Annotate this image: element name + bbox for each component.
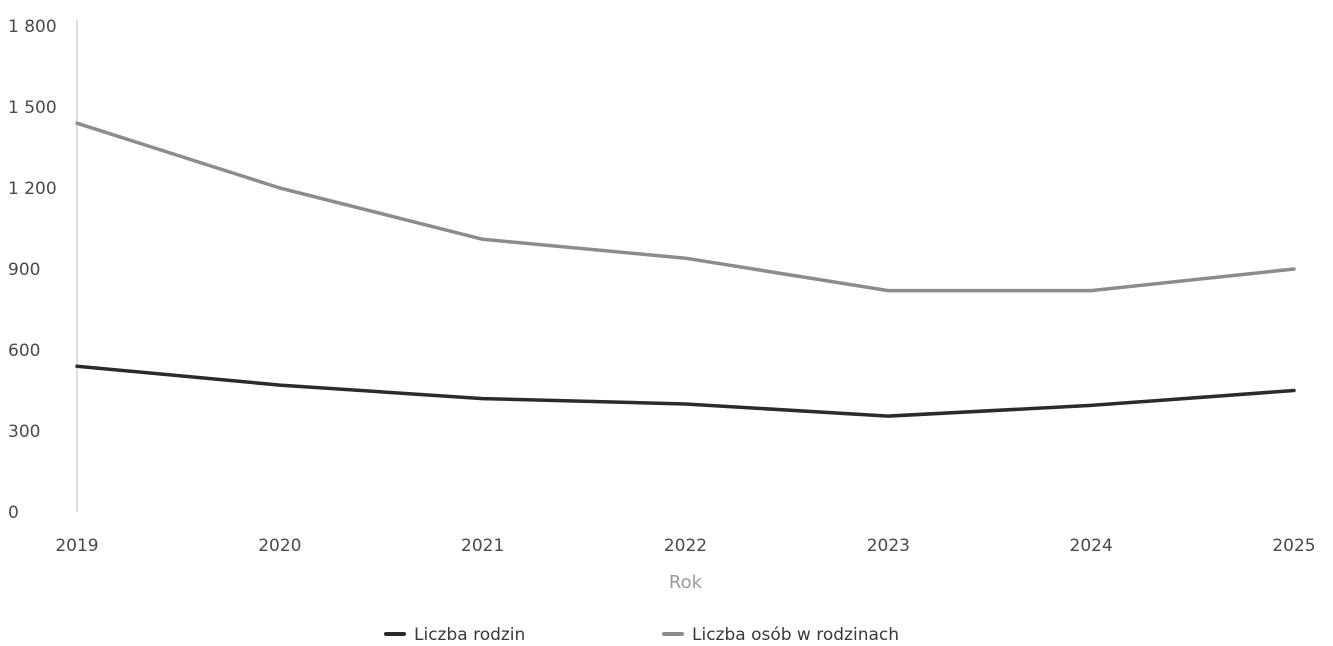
x-tick-label: 2021 (461, 536, 504, 556)
series-line-2 (75, 121, 1296, 293)
y-tick-label: 1 500 (8, 98, 57, 118)
y-tick-label: 600 (8, 341, 40, 361)
y-tick-label: 0 (8, 503, 19, 523)
x-tick-label: 2019 (55, 536, 98, 556)
x-tick-label: 2022 (664, 536, 707, 556)
legend-label: Liczba osób w rodzinach (692, 625, 899, 645)
series-lines (75, 121, 1296, 418)
y-tick-label: 300 (8, 422, 40, 442)
legend-label: Liczba rodzin (414, 625, 525, 645)
x-axis-ticks: 2019 2020 2021 2022 2023 2024 2025 (55, 536, 1315, 556)
series-line-1 (75, 364, 1296, 418)
x-tick-label: 2020 (258, 536, 301, 556)
legend: Liczba rodzin Liczba osób w rodzinach (384, 625, 899, 645)
x-tick-label: 2024 (1070, 536, 1113, 556)
y-axis-ticks: 0 300 600 900 1 200 1 500 1 800 (8, 17, 57, 523)
y-tick-label: 1 200 (8, 179, 57, 199)
x-tick-label: 2025 (1272, 536, 1315, 556)
y-tick-label: 1 800 (8, 17, 57, 37)
x-tick-label: 2023 (867, 536, 910, 556)
y-tick-label: 900 (8, 260, 40, 280)
x-axis-label: Rok (669, 572, 703, 593)
